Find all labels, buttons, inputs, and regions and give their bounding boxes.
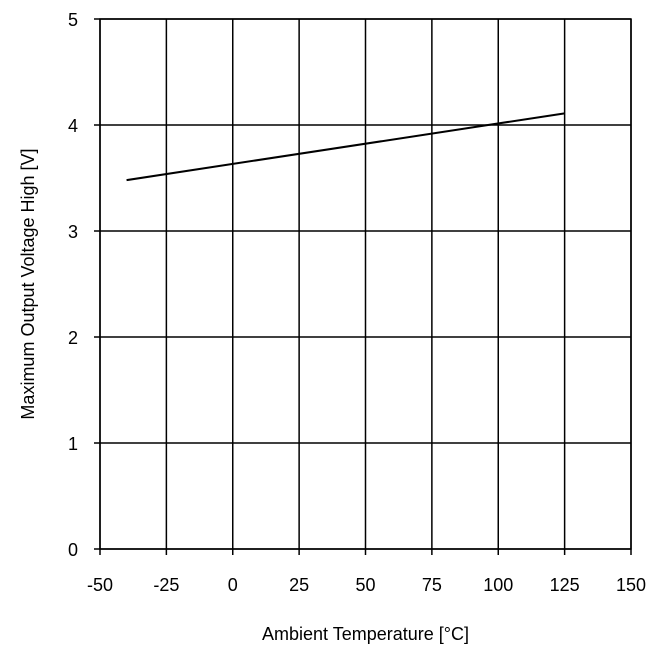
series-layer <box>126 112 565 182</box>
y-tick-label: 3 <box>68 222 78 242</box>
y-tick-label: 1 <box>68 434 78 454</box>
series-line <box>126 112 565 182</box>
y-tick-labels: 0 1 2 3 4 5 <box>68 10 78 560</box>
x-tick-label: -25 <box>153 575 179 595</box>
x-tick-label: -50 <box>87 575 113 595</box>
x-tick-label: 150 <box>616 575 646 595</box>
x-axis-title: Ambient Temperature [°C] <box>262 624 469 644</box>
y-tick-label: 0 <box>68 540 78 560</box>
grid <box>94 18 632 555</box>
y-tick-label: 4 <box>68 116 78 136</box>
x-tick-label: 25 <box>289 575 309 595</box>
x-tick-labels: -50 -25 0 25 50 75 100 125 150 <box>87 575 646 595</box>
x-tick-label: 125 <box>550 575 580 595</box>
x-tick-label: 75 <box>422 575 442 595</box>
y-axis-title: Maximum Output Voltage High [V] <box>18 148 38 419</box>
x-tick-label: 0 <box>228 575 238 595</box>
x-tick-label: 100 <box>483 575 513 595</box>
plot-frame <box>99 18 632 550</box>
y-tick-label: 2 <box>68 328 78 348</box>
x-tick-label: 50 <box>355 575 375 595</box>
y-tick-label: 5 <box>68 10 78 30</box>
